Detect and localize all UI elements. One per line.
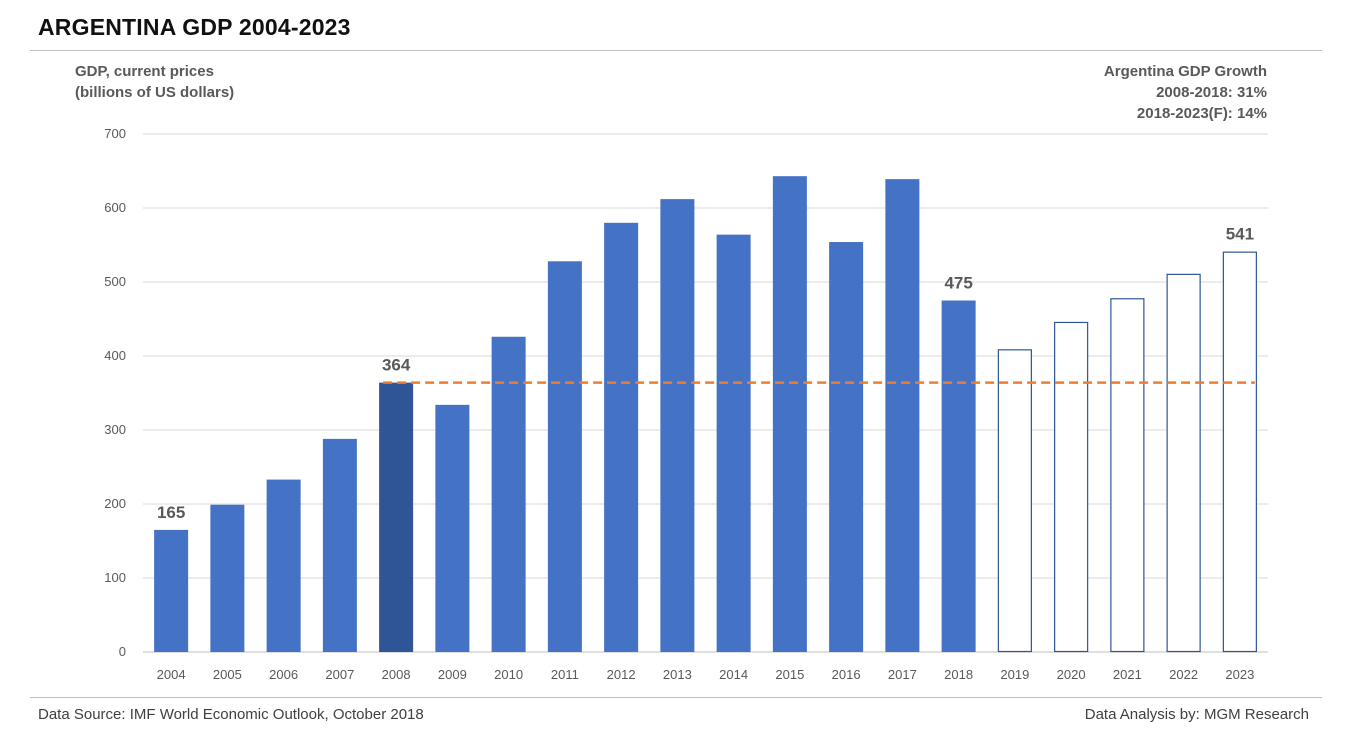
x-tick-label: 2023	[1225, 667, 1254, 682]
y-tick-label: 600	[104, 200, 126, 215]
y-tick-label: 200	[104, 496, 126, 511]
bar-2017	[885, 179, 920, 652]
data-label-2004: 165	[157, 503, 185, 522]
forecast-bar-2021	[1110, 298, 1145, 653]
bar-2005	[210, 504, 245, 652]
bar-2008	[379, 382, 414, 652]
x-tick-label: 2021	[1113, 667, 1142, 682]
bar-2013	[660, 199, 695, 652]
bar-2011	[547, 261, 582, 652]
x-tick-label: 2018	[944, 667, 973, 682]
x-tick-label: 2017	[888, 667, 917, 682]
data-label-2008: 364	[382, 356, 411, 375]
growth-annotation: Argentina GDP Growth 2008-2018: 31% 2018…	[1104, 61, 1267, 124]
bar-2018	[941, 300, 976, 652]
x-tick-label: 2011	[551, 667, 579, 682]
forecast-bar-2020	[1054, 321, 1089, 653]
bar-2015	[772, 176, 807, 652]
forecast-bar-2019	[997, 349, 1032, 653]
y-tick-label: 500	[104, 274, 126, 289]
bottom-divider	[30, 697, 1322, 698]
bar-2016	[829, 242, 864, 653]
x-tick-label: 2005	[213, 667, 242, 682]
bar-2004	[154, 529, 189, 652]
y-tick-label: 0	[119, 644, 126, 659]
x-tick-label: 2004	[157, 667, 186, 682]
x-tick-label: 2012	[607, 667, 636, 682]
data-analysis-credit: Data Analysis by: MGM Research	[1084, 706, 1309, 723]
data-source: Data Source: IMF World Economic Outlook,…	[38, 706, 424, 723]
x-tick-label: 2006	[269, 667, 298, 682]
forecast-bar-2022	[1166, 273, 1201, 653]
x-tick-label: 2014	[719, 667, 748, 682]
x-tick-label: 2020	[1057, 667, 1086, 682]
x-tick-label: 2008	[382, 667, 411, 682]
bar-2007	[322, 438, 357, 652]
x-tick-label: 2015	[775, 667, 804, 682]
y-axis-title-line-1: GDP, current prices	[75, 63, 214, 80]
y-tick-label: 400	[104, 348, 126, 363]
gdp-bar-chart: 0 100 200 300 400 500 600 700 2004 2005 2006 2007 20…	[104, 126, 1268, 682]
y-axis-title: GDP, current prices (billions of US doll…	[75, 61, 234, 103]
growth-annotation-2008-2018: 2008-2018: 31%	[1156, 84, 1267, 101]
x-tick-label: 2022	[1169, 667, 1198, 682]
y-tick-label: 100	[104, 570, 126, 585]
y-axis-title-line-2: (billions of US dollars)	[75, 84, 235, 101]
x-tick-label: 2013	[663, 667, 692, 682]
x-tick-label: 2010	[494, 667, 523, 682]
y-tick-label: 700	[104, 126, 126, 141]
data-label-2018: 475	[944, 274, 972, 293]
growth-annotation-2018-2023: 2018-2023(F): 14%	[1136, 105, 1267, 122]
bar-2006	[266, 479, 301, 652]
top-divider	[30, 50, 1322, 51]
bar-2009	[435, 404, 470, 652]
page-title: ARGENTINA GDP 2004-2023	[38, 14, 351, 40]
forecast-bar-2023	[1222, 251, 1257, 653]
bar-2014	[716, 234, 751, 652]
y-tick-label: 300	[104, 422, 126, 437]
bar-2012	[604, 222, 639, 653]
x-tick-label: 2016	[832, 667, 861, 682]
x-tick-label: 2007	[325, 667, 354, 682]
bar-2010	[491, 336, 526, 652]
growth-annotation-title: Argentina GDP Growth	[1103, 63, 1267, 80]
x-tick-label: 2009	[438, 667, 467, 682]
x-tick-label: 2019	[1000, 667, 1029, 682]
data-label-2023: 541	[1226, 225, 1254, 244]
